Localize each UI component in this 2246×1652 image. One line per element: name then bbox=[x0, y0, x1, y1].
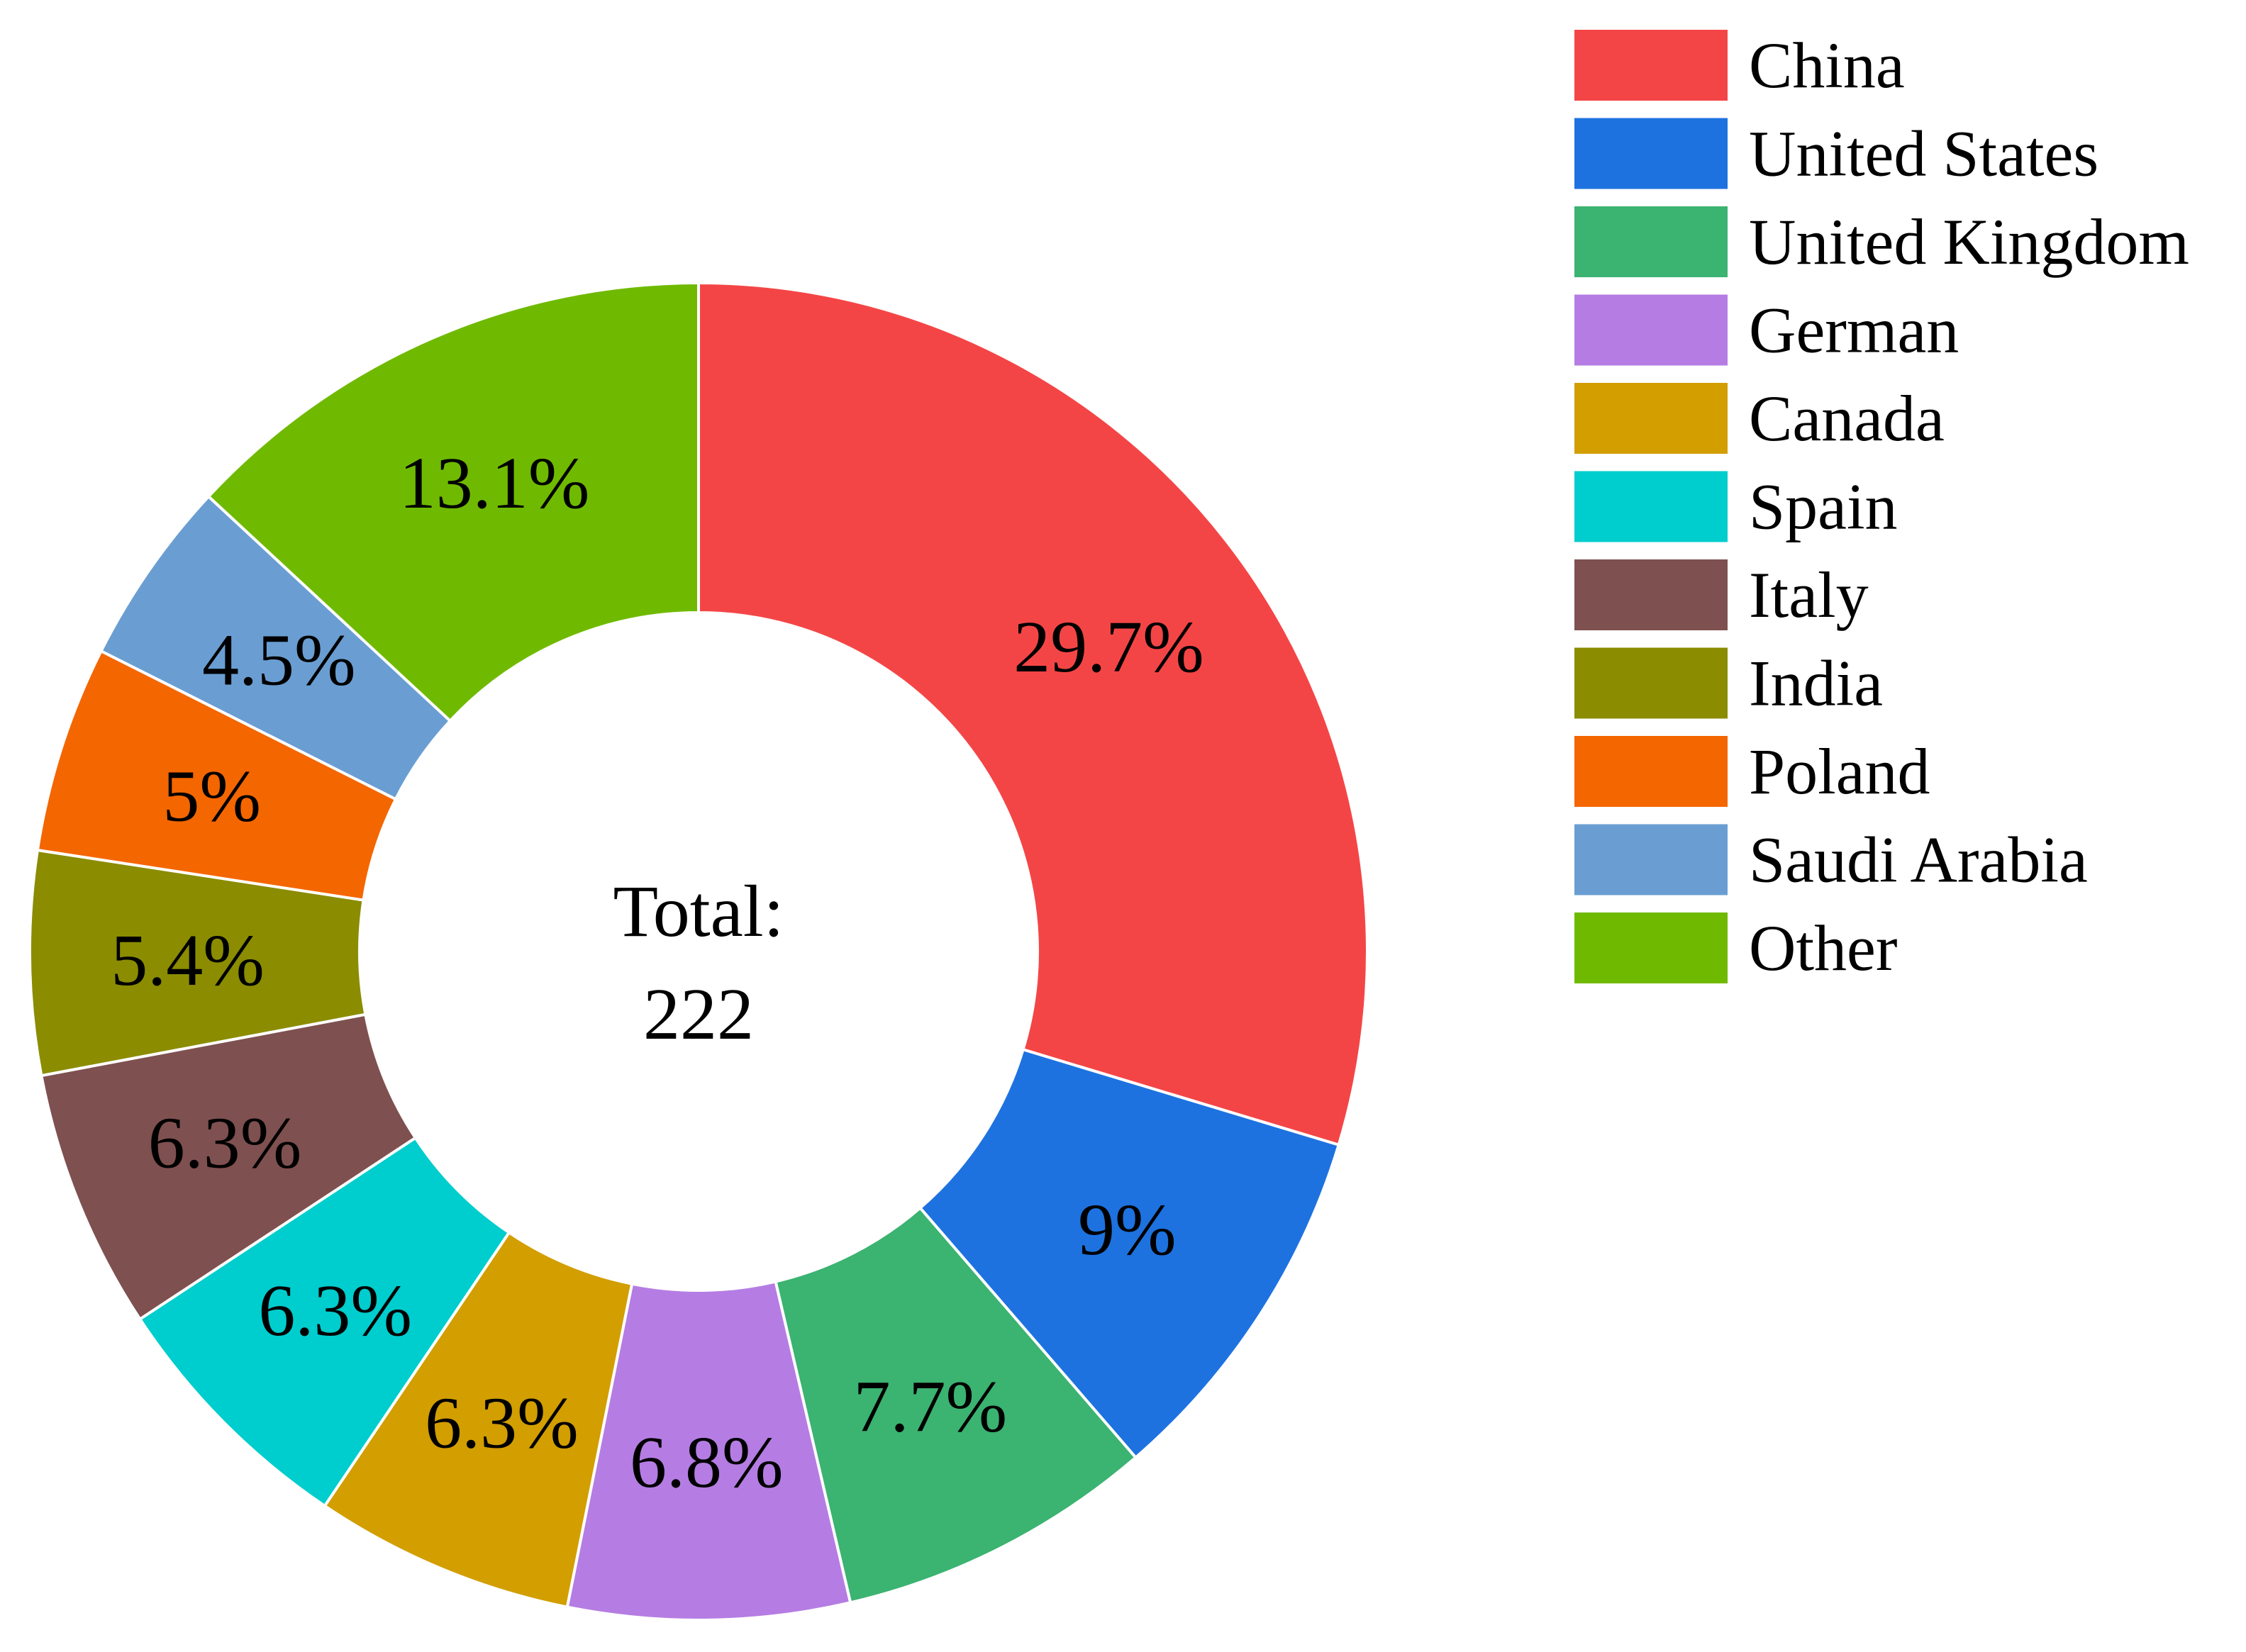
slice-united-states bbox=[918, 1047, 1341, 1460]
slice-china bbox=[697, 281, 1369, 1147]
legend-swatch-other bbox=[1574, 912, 1728, 983]
legend-label-italy: Italy bbox=[1749, 559, 1869, 631]
center-label-title: Total: bbox=[613, 871, 784, 952]
legend-swatch-china bbox=[1574, 30, 1728, 101]
legend-item-india: India bbox=[1574, 647, 1883, 720]
legend-swatch-united-states bbox=[1574, 118, 1728, 189]
legend-swatch-poland bbox=[1574, 736, 1728, 807]
legend-label-spain: Spain bbox=[1749, 471, 1898, 543]
legend-swatch-spain bbox=[1574, 471, 1728, 542]
donut-slices bbox=[28, 281, 1369, 1622]
legend-item-italy: Italy bbox=[1574, 559, 1869, 631]
legend-label-german: German bbox=[1749, 294, 1959, 367]
legend-label-india: India bbox=[1749, 647, 1883, 720]
legend-item-poland: Poland bbox=[1574, 735, 1930, 808]
legend-item-german: German bbox=[1574, 294, 1959, 367]
slice-label-china: 29.7% bbox=[1013, 606, 1204, 688]
slice-label-other: 13.1% bbox=[399, 442, 590, 524]
slice-labels: 29.7%9%7.7%6.8%6.3%6.3%6.3%5.4%5%4.5%13.… bbox=[111, 442, 1204, 1503]
legend-label-saudi-arabia: Saudi Arabia bbox=[1749, 824, 2088, 896]
legend-label-poland: Poland bbox=[1749, 735, 1930, 808]
legend-item-other: Other bbox=[1574, 912, 1897, 984]
slice-united-kingdom bbox=[774, 1205, 1138, 1604]
legend-swatch-german bbox=[1574, 294, 1728, 366]
legend-label-china: China bbox=[1749, 29, 1905, 101]
legend-label-united-states: United States bbox=[1749, 118, 2098, 190]
slice-label-spain: 6.3% bbox=[258, 1270, 412, 1351]
center-label-total: 222 bbox=[643, 973, 754, 1055]
slice-label-canada: 6.3% bbox=[425, 1382, 579, 1463]
legend: China United States United Kingdom German Ca… bbox=[1574, 29, 2189, 984]
slice-label-united-kingdom: 7.7% bbox=[853, 1366, 1007, 1448]
legend-label-united-kingdom: United Kingdom bbox=[1749, 206, 2189, 278]
legend-item-saudi-arabia: Saudi Arabia bbox=[1574, 824, 2088, 896]
legend-label-other: Other bbox=[1749, 912, 1897, 984]
slice-label-german: 6.8% bbox=[630, 1422, 784, 1503]
slice-label-poland: 5% bbox=[162, 755, 261, 837]
legend-item-united-kingdom: United Kingdom bbox=[1574, 206, 2189, 278]
slice-label-united-states: 9% bbox=[1078, 1189, 1177, 1271]
legend-swatch-saudi-arabia bbox=[1574, 824, 1728, 895]
legend-swatch-india bbox=[1574, 647, 1728, 719]
legend-swatch-canada bbox=[1574, 383, 1728, 454]
legend-item-china: China bbox=[1574, 29, 1905, 101]
legend-item-spain: Spain bbox=[1574, 471, 1898, 543]
slice-other bbox=[206, 281, 700, 723]
legend-swatch-united-kingdom bbox=[1574, 206, 1728, 277]
slice-label-india: 5.4% bbox=[111, 920, 265, 1001]
slice-label-saudi-arabia: 4.5% bbox=[202, 619, 356, 701]
legend-swatch-italy bbox=[1574, 559, 1728, 630]
slice-label-italy: 6.3% bbox=[148, 1103, 302, 1184]
legend-item-canada: Canada bbox=[1574, 382, 1945, 454]
legend-label-canada: Canada bbox=[1749, 382, 1945, 454]
center-label: Total: 222 bbox=[613, 871, 784, 1055]
legend-item-united-states: United States bbox=[1574, 118, 2098, 190]
